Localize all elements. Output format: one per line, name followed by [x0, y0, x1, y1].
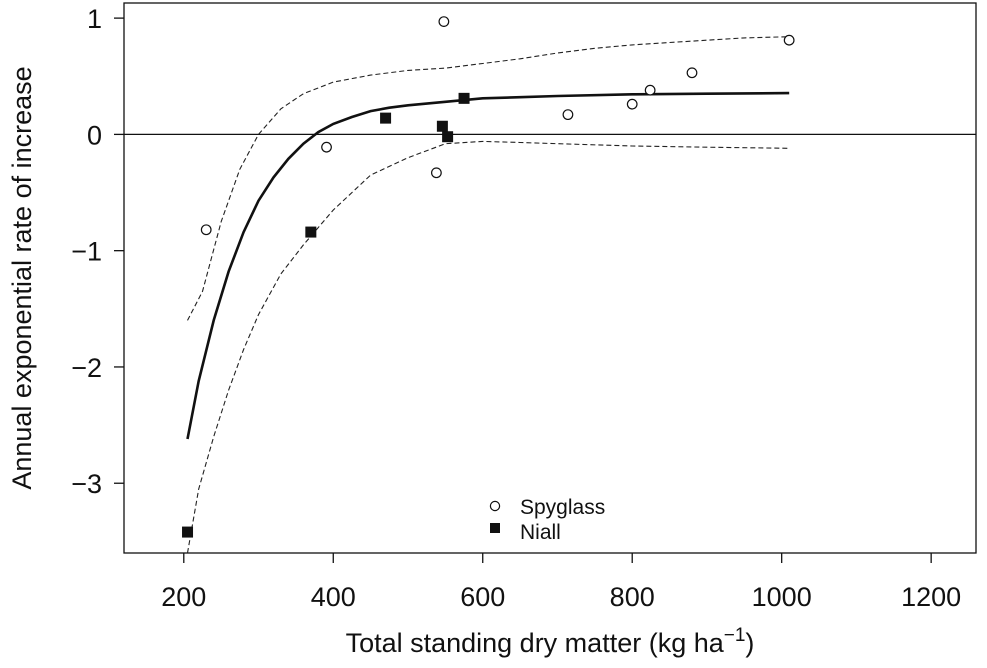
y-tick-label: 1: [87, 4, 102, 34]
point-spyglass: [431, 167, 442, 179]
y-tick-label: −2: [71, 353, 102, 383]
confidence-bands: [186, 36, 790, 554]
x-axis-title-text: Total standing dry matter (kg ha: [346, 628, 725, 658]
point-niall: [436, 120, 448, 132]
point-niall: [380, 112, 392, 124]
point-spyglass: [200, 224, 212, 236]
x-axis-title-close: ): [745, 628, 754, 658]
fit-curve-group: [186, 91, 790, 440]
fit-curve: [186, 91, 790, 440]
point-spyglass: [644, 84, 656, 96]
x-axis: 200 400 600 800 1000 1200: [161, 553, 961, 612]
point-spyglass: [783, 34, 795, 46]
point-niall: [305, 226, 317, 238]
y-tick-label: 0: [87, 120, 102, 150]
upper-confidence-band: [187, 36, 790, 321]
point-spyglass: [438, 16, 450, 28]
x-tick-label: 1000: [752, 582, 812, 612]
lower-confidence-band: [186, 140, 790, 554]
point-niall: [182, 526, 194, 538]
x-tick-label: 400: [311, 582, 356, 612]
plot-frame: [123, 2, 977, 554]
point-spyglass: [562, 109, 574, 121]
legend: Spyglass Niall: [489, 496, 605, 544]
x-tick-label: 600: [460, 582, 505, 612]
x-axis-title: Total standing dry matter (kg ha−1): [346, 625, 755, 658]
y-axis-title: Annual exponential rate of increase: [7, 66, 37, 489]
x-tick-label: 1200: [901, 582, 961, 612]
point-spyglass: [626, 98, 638, 110]
data-points: [182, 16, 795, 538]
legend-label-spyglass: Spyglass: [520, 496, 605, 519]
y-tick-label: −3: [71, 469, 102, 499]
legend-marker-niall: [490, 523, 500, 533]
legend-marker-spyglass: [489, 500, 501, 512]
x-axis-title-unit-superscript: −1: [724, 625, 746, 646]
point-spyglass: [321, 141, 332, 153]
y-tick-label: −1: [71, 237, 102, 267]
y-axis: 1 0 −1 −2 −3: [71, 4, 124, 499]
point-spyglass: [686, 67, 698, 79]
point-niall: [442, 131, 454, 143]
legend-label-niall: Niall: [520, 521, 561, 544]
point-niall: [458, 92, 470, 104]
x-tick-label: 800: [610, 582, 655, 612]
x-tick-label: 200: [161, 582, 206, 612]
